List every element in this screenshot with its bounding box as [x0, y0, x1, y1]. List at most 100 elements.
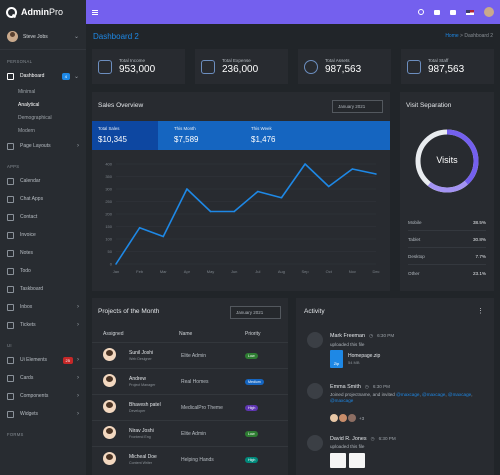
sidebar-item-notes[interactable]: Notes	[0, 244, 86, 262]
ticket-icon	[7, 321, 14, 329]
image-thumbnail[interactable]	[330, 453, 346, 468]
activity-time: 6:30 PM	[378, 436, 396, 441]
more-options-icon[interactable]: ⋮	[477, 308, 484, 315]
sidebar-item-label: Tickets	[20, 322, 36, 328]
sidebar-item-label: Todo	[20, 268, 31, 274]
avatar	[307, 332, 323, 348]
clock-icon: ◷	[369, 333, 374, 338]
mention-link[interactable]: @maxcage	[330, 398, 354, 403]
stat-card-staff: Total Staff 987,563	[401, 49, 494, 84]
data-point[interactable]	[351, 168, 354, 170]
priority-badge: High	[245, 457, 259, 463]
sidebar-sub-demographical[interactable]: Demographical	[18, 114, 52, 121]
data-point[interactable]	[375, 173, 377, 175]
stat-value: 987,563	[428, 64, 465, 75]
data-point[interactable]	[257, 190, 259, 193]
month-select[interactable]: January 2021	[332, 100, 383, 113]
avatar	[103, 452, 116, 465]
avatar	[7, 31, 18, 42]
flag-us-icon[interactable]	[466, 9, 474, 15]
table-row[interactable]: Micheal Doe Content Writer Helping Hands…	[92, 446, 288, 470]
user-profile[interactable]: Steve Jobs ⌄	[0, 24, 86, 50]
activity-user[interactable]: Emma Smith	[330, 384, 361, 390]
column-header-assigned: Assigned	[103, 331, 124, 337]
sidebar-item-calendar[interactable]: Calendar	[0, 172, 86, 190]
y-tick-label: 250	[105, 199, 112, 204]
visit-value: 7.7%	[475, 253, 486, 259]
avatar	[348, 414, 356, 422]
mention-link[interactable]: @maxcage	[396, 392, 420, 397]
activity-text: uploaded this file	[330, 342, 365, 347]
data-point[interactable]	[233, 210, 235, 213]
sidebar-item-widgets[interactable]: Widgets ›	[0, 405, 86, 423]
table-row[interactable]: Nirav Joshi Frontend Eng Elite Admin Low	[92, 420, 288, 444]
mention-link[interactable]: @maxcage	[422, 392, 446, 397]
data-point[interactable]	[138, 226, 141, 229]
table-row[interactable]: Bhavesh patel Developer MedicalPro Theme…	[92, 394, 288, 418]
visit-list: Mobile 38.5% Tablet 30.8% Desktop 7.7% Othe…	[408, 214, 486, 282]
table-row[interactable]: Andrew Project Manager Real Homes Medium	[92, 368, 288, 392]
data-point[interactable]	[209, 210, 212, 213]
sidebar-item-inbox[interactable]: Inbox ›	[0, 298, 86, 316]
sidebar-sub-analytical[interactable]: Analytical	[18, 101, 40, 108]
sidebar-item-invoice[interactable]: Invoice	[0, 226, 86, 244]
sidebar-item-page-layouts[interactable]: Page Layouts ›	[0, 137, 86, 155]
activity-user[interactable]: Mark Freeman	[330, 333, 366, 339]
sidebar-item-tickets[interactable]: Tickets ›	[0, 316, 86, 334]
sidebar-item-contact[interactable]: Contact	[0, 208, 86, 226]
zip-file-icon[interactable]: Zip	[330, 350, 343, 368]
sidebar-item-ui-elements[interactable]: Ui Elements 25 ›	[0, 351, 86, 369]
ui-elements-badge: 25	[62, 356, 73, 364]
project-name: Elite Admin	[181, 431, 207, 437]
sidebar-item-taskboard[interactable]: Taskboard	[0, 280, 86, 298]
data-point[interactable]	[162, 235, 165, 238]
menu-icon[interactable]	[92, 9, 98, 15]
sidebar-item-label: Ui Elements	[20, 357, 47, 363]
sidebar-item-cards[interactable]: Cards ›	[0, 369, 86, 387]
table-row[interactable]: Sunil Joshi Web Designer Elite Admin Low	[92, 342, 288, 366]
avatar[interactable]	[484, 7, 494, 17]
visit-value: 38.5%	[472, 219, 486, 225]
data-point[interactable]	[280, 196, 283, 199]
breadcrumb-separator: >	[460, 33, 463, 39]
sidebar-sub-modern[interactable]: Modern	[18, 127, 35, 134]
activity-time: 6:30 PM	[372, 384, 390, 389]
activity-user[interactable]: David R. Jones	[330, 436, 367, 442]
brand-logo[interactable]: AdminPro	[0, 0, 86, 24]
more-count[interactable]: +3	[359, 415, 365, 421]
assignee-name: Sunil Joshi	[129, 350, 154, 356]
mention-link[interactable]: @maxcage	[447, 392, 472, 397]
bookmark-icon	[407, 59, 421, 74]
mail-icon[interactable]	[450, 9, 456, 15]
invoice-icon	[7, 231, 14, 239]
search-icon[interactable]	[418, 9, 424, 15]
visit-label: Desktop	[408, 253, 425, 259]
chat-icon[interactable]	[434, 9, 440, 15]
visit-value: 30.8%	[472, 236, 486, 242]
avatar	[103, 426, 116, 439]
sidebar-item-todo[interactable]: Todo	[0, 262, 86, 280]
month-select[interactable]: January 2021	[230, 306, 281, 319]
components-icon	[7, 392, 14, 400]
data-point[interactable]	[327, 185, 330, 188]
breadcrumb-home[interactable]: Home	[445, 33, 459, 39]
chevron-right-icon: ›	[77, 393, 79, 399]
project-name: Helping Hands	[181, 457, 214, 463]
section-forms: FORMS	[7, 432, 24, 437]
data-point[interactable]	[186, 188, 188, 190]
avatar	[103, 400, 116, 413]
y-tick-label: 350	[105, 174, 112, 179]
y-tick-label: 100	[105, 237, 112, 242]
data-point[interactable]	[115, 263, 117, 265]
sidebar-item-chat[interactable]: Chat Apps	[0, 190, 86, 208]
file-name[interactable]: Homepage.zip	[348, 353, 381, 359]
sidebar-item-dashboard[interactable]: Dashboard 4 ⌄	[0, 67, 86, 85]
image-thumbnail[interactable]	[349, 453, 365, 468]
stat-value: 953,000	[119, 64, 156, 75]
sidebar-item-components[interactable]: Components ›	[0, 387, 86, 405]
sidebar-item-label: Inbox	[20, 304, 33, 310]
sidebar-sub-minimal[interactable]: Minimal	[18, 88, 36, 95]
visit-label: Mobile	[408, 219, 422, 225]
data-point[interactable]	[304, 163, 306, 165]
assignee-role: Web Designer	[129, 357, 152, 361]
